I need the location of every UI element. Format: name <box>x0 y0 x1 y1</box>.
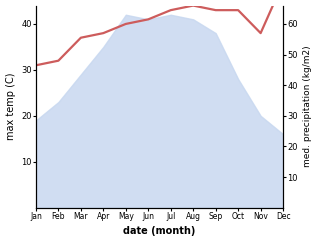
Y-axis label: med. precipitation (kg/m2): med. precipitation (kg/m2) <box>303 46 313 167</box>
Y-axis label: max temp (C): max temp (C) <box>5 73 16 140</box>
X-axis label: date (month): date (month) <box>123 227 196 236</box>
